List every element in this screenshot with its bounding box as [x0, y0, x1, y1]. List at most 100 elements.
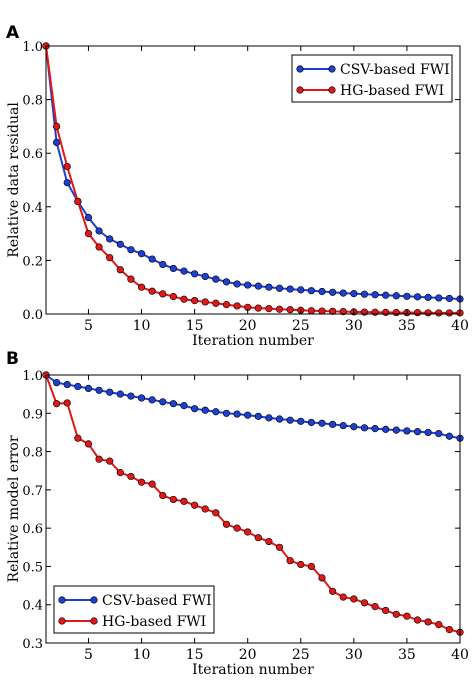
data-point — [339, 421, 347, 430]
data-point — [329, 420, 337, 428]
data-point — [116, 266, 124, 274]
data-point — [222, 520, 231, 528]
legend-marker — [296, 86, 304, 94]
data-point — [63, 163, 71, 171]
data-point — [180, 267, 188, 275]
data-point — [286, 285, 294, 293]
data-point — [127, 275, 135, 283]
y-tick-label: 0.8 — [22, 94, 43, 109]
legend-marker — [328, 86, 336, 94]
data-point — [116, 390, 124, 398]
data-point — [106, 388, 114, 396]
legend-label: CSV-based FWI — [102, 593, 212, 609]
data-point — [445, 294, 453, 303]
legend-marker — [90, 596, 98, 604]
x-tick-label: 30 — [345, 647, 363, 663]
data-point — [350, 423, 358, 431]
data-point — [84, 440, 93, 448]
x-tick-label: 15 — [186, 647, 204, 663]
series-line-0 — [45, 374, 461, 440]
data-point — [191, 297, 199, 305]
x-tick-label: 35 — [398, 647, 416, 663]
data-point — [169, 292, 177, 301]
data-point — [212, 509, 220, 517]
x-tick-label: 25 — [292, 318, 310, 334]
data-point — [53, 400, 61, 408]
data-point — [307, 418, 315, 427]
y-tick-label: 0.0 — [22, 308, 43, 323]
data-point — [244, 281, 252, 289]
data-point — [116, 240, 124, 248]
legend-marker — [328, 65, 336, 73]
data-point — [307, 562, 315, 571]
data-point — [318, 574, 326, 582]
panel-label: B — [6, 349, 19, 369]
data-point — [95, 243, 103, 251]
legend-box — [291, 54, 453, 103]
data-point — [339, 289, 347, 297]
data-point — [265, 537, 273, 546]
data-point — [254, 282, 262, 290]
data-point — [360, 599, 369, 607]
data-point — [191, 405, 199, 413]
data-point — [148, 480, 156, 488]
data-point — [254, 304, 262, 312]
data-point — [413, 616, 422, 624]
legend-label: CSV-based FWI — [340, 62, 450, 78]
plot-frame — [45, 45, 461, 315]
data-point — [435, 294, 443, 302]
data-point — [63, 179, 71, 187]
data-point — [297, 417, 305, 425]
data-point — [212, 275, 220, 283]
data-point — [201, 298, 209, 306]
data-point — [222, 409, 231, 417]
data-point — [159, 492, 167, 500]
x-tick-label: 30 — [345, 318, 363, 334]
data-point — [371, 308, 379, 316]
data-point — [318, 307, 326, 315]
data-point — [265, 305, 273, 313]
data-point — [286, 306, 294, 314]
series-line-1 — [45, 45, 460, 314]
data-point — [95, 386, 103, 394]
data-point — [222, 301, 231, 309]
data-point — [435, 429, 443, 438]
data-point — [339, 307, 347, 316]
legend-box — [53, 585, 215, 634]
panel-a: A 5 10 15 20 25 30 35 40 0.0 0.2 0.4 0.6 0.8 1.0 Iterat… — [6, 23, 469, 349]
data-point — [233, 302, 241, 310]
y-tick-label: 0.5 — [22, 560, 43, 575]
data-point — [275, 305, 284, 313]
data-point — [265, 283, 273, 291]
data-point — [307, 287, 315, 295]
series-line-0 — [45, 45, 461, 300]
data-point — [191, 270, 199, 278]
data-point — [180, 497, 188, 505]
data-point — [275, 415, 284, 423]
data-point — [297, 286, 305, 294]
plot-frame — [45, 374, 461, 644]
data-point — [318, 287, 326, 296]
x-tick-label: 25 — [292, 647, 310, 663]
data-point — [74, 197, 82, 206]
data-point — [371, 603, 379, 611]
data-point — [297, 560, 305, 569]
data-point — [127, 472, 135, 481]
data-point — [360, 424, 369, 432]
series-line-1 — [45, 374, 461, 634]
data-point — [233, 524, 241, 532]
x-tick-label: 20 — [239, 647, 257, 663]
data-point — [329, 288, 337, 296]
data-point — [445, 309, 453, 317]
data-point — [435, 309, 443, 317]
data-point — [201, 272, 209, 281]
x-axis-label: Iteration number — [192, 333, 314, 349]
data-point — [286, 416, 294, 424]
data-point — [84, 230, 93, 238]
data-point — [159, 398, 167, 406]
data-point — [74, 434, 82, 442]
data-point — [244, 528, 252, 536]
data-point — [254, 534, 262, 542]
data-point — [265, 414, 273, 422]
